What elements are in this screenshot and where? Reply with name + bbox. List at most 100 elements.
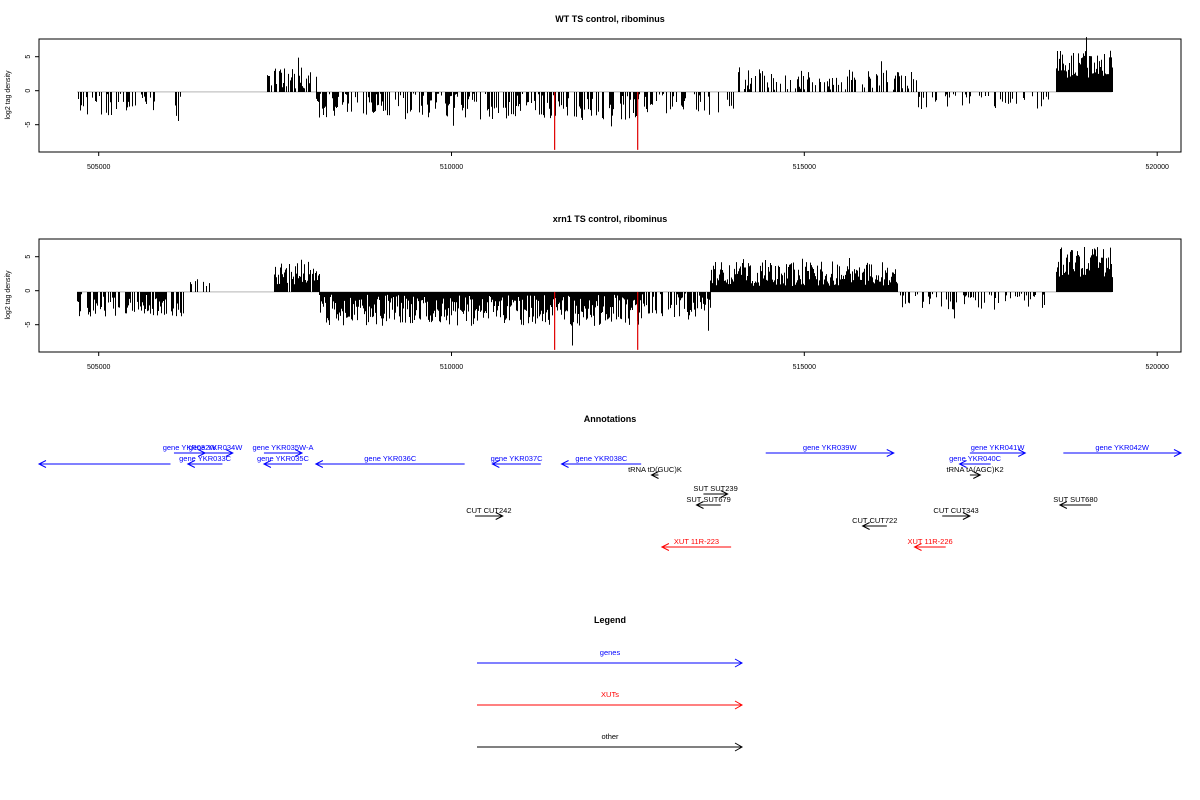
- wt-ytick-label: 0: [25, 89, 32, 93]
- annotation-label: gene YKR033C: [179, 454, 232, 463]
- annotation-feature: gene YKR038C: [560, 454, 642, 468]
- annotation-arrowhead: [560, 460, 569, 468]
- annotation-feature: CUT CUT242: [466, 506, 512, 520]
- annotation-arrowhead: [314, 460, 324, 468]
- wt-panel-title: WT TS control, ribominus: [555, 14, 665, 24]
- xrn1-x-axis: 505000 510000 515000 520000: [87, 352, 1169, 371]
- xrn1-bars: [77, 246, 1113, 350]
- annotation-feature: CUT CUT722: [852, 516, 897, 530]
- annotation-feature: XUT 11R-223: [660, 537, 732, 551]
- xrn1-ytick-label: 5: [25, 255, 32, 259]
- annotation-label: gene YKR036C: [364, 454, 417, 463]
- wt-xtick-label: 520000: [1146, 164, 1169, 171]
- legend-title: Legend: [594, 615, 626, 625]
- annotation-feature: gene YKR041W: [969, 443, 1027, 457]
- wt-plot-frame: [38, 38, 1182, 153]
- legend-panel: Legend genes XUTs other: [477, 615, 744, 752]
- annotation-feature: [37, 460, 171, 468]
- legend-other-label: other: [601, 732, 619, 741]
- annotation-label: CUT CUT343: [933, 506, 978, 515]
- legend-xuts-arrow: [477, 700, 744, 710]
- annotation-feature: tRNA tD(GUC)K: [628, 465, 682, 479]
- annotation-label: XUT 11R-223: [674, 537, 719, 546]
- annotation-label: CUT CUT242: [466, 506, 511, 515]
- annotation-label: XUT 11R-226: [908, 537, 953, 546]
- annotation-feature: tRNA tA(AGC)K2: [947, 465, 1004, 479]
- annotation-label: gene YKR040C: [949, 454, 1002, 463]
- annotation-feature: CUT CUT343: [933, 506, 979, 520]
- annotation-feature: XUT 11R-226: [908, 537, 953, 551]
- annotation-arrowhead: [186, 460, 196, 468]
- annotation-feature: gene YKR039W: [765, 443, 895, 457]
- wt-x-axis: 505000 510000 515000 520000: [87, 152, 1169, 171]
- annotation-feature: gene YKR040C: [949, 454, 1002, 468]
- annotation-label: gene YKR038C: [575, 454, 628, 463]
- annotation-arrowhead: [1173, 449, 1183, 457]
- xrn1-y-axis: -5 0 5: [25, 255, 39, 328]
- xrn1-xtick-label: 520000: [1146, 364, 1169, 371]
- annotation-arrowhead: [962, 512, 972, 520]
- annotation-arrowhead: [1058, 501, 1068, 509]
- annotation-feature: gene YKR033C: [179, 454, 232, 468]
- annotation-label: gene YKR035C: [257, 454, 310, 463]
- annotation-arrowhead: [491, 460, 500, 468]
- xrn1-xtick-label: 515000: [793, 364, 816, 371]
- legend-genes-arrow: [477, 658, 744, 668]
- legend-genes-label: genes: [600, 648, 621, 657]
- xrn1-panel-title: xrn1 TS control, ribominus: [553, 214, 668, 224]
- annotation-label: gene YKR034W: [189, 443, 244, 452]
- annotations-title: Annotations: [584, 414, 637, 424]
- annotation-arrowhead: [262, 460, 272, 468]
- annotation-arrowhead: [294, 449, 304, 457]
- wt-bars: [77, 37, 1113, 150]
- annotation-arrowhead: [695, 501, 704, 509]
- annotation-feature: gene YKR034W: [189, 443, 244, 457]
- annotation-feature: SUT SUT680: [1053, 495, 1098, 509]
- annotation-arrowhead: [861, 522, 870, 530]
- annotation-arrowhead: [958, 460, 967, 468]
- annotation-label: gene YKR042W: [1095, 443, 1150, 452]
- annotation-label: tRNA tA(AGC)K2: [947, 465, 1004, 474]
- wt-ytick-label: -5: [25, 121, 32, 127]
- annotation-feature: gene YKR036C: [314, 454, 465, 468]
- annotation-arrowhead: [720, 490, 729, 498]
- annotation-arrowhead: [225, 449, 234, 457]
- annotation-label: gene YKR037C: [491, 454, 544, 463]
- annotation-label: gene YKR032W: [163, 443, 218, 452]
- annotation-label: tRNA tD(GUC)K: [628, 465, 682, 474]
- annotation-arrowhead: [886, 449, 895, 457]
- annotation-arrowhead: [913, 543, 922, 551]
- xrn1-density-panel: xrn1 TS control, ribominus log2 tag dens…: [5, 214, 1182, 371]
- wt-xtick-label: 505000: [87, 164, 110, 171]
- annotation-feature: SUT SUT679: [686, 495, 731, 509]
- annotation-label: gene YKR041W: [971, 443, 1026, 452]
- annotation-feature: gene YKR035C: [257, 454, 310, 468]
- wt-xtick-label: 515000: [793, 164, 816, 171]
- annotation-arrowhead: [37, 460, 47, 468]
- xrn1-ytick-label: 0: [25, 289, 32, 293]
- annotation-arrowhead: [660, 543, 670, 551]
- annotation-label: CUT CUT722: [852, 516, 897, 525]
- annotation-label: gene YKR039W: [803, 443, 858, 452]
- xrn1-plot-frame: [38, 238, 1182, 353]
- annotation-arrowhead: [650, 471, 659, 479]
- annotation-feature: gene YKR037C: [491, 454, 544, 468]
- legend-xuts-label: XUTs: [601, 690, 619, 699]
- annotation-label: SUT SUT239: [693, 484, 737, 493]
- wt-y-axis-label: log2 tag density: [5, 70, 12, 120]
- xrn1-xtick-label: 510000: [440, 364, 463, 371]
- xrn1-y-axis-label: log2 tag density: [5, 270, 12, 320]
- annotation-feature: SUT SUT239: [693, 484, 738, 498]
- wt-xtick-label: 510000: [440, 164, 463, 171]
- annotation-feature: gene YKR042W: [1063, 443, 1183, 457]
- xrn1-xtick-label: 505000: [87, 364, 110, 371]
- annotation-label: gene YKR035W-A: [252, 443, 313, 452]
- wt-ytick-label: 5: [25, 55, 32, 59]
- wt-y-axis: -5 0 5: [25, 55, 39, 128]
- annotation-label: SUT SUT680: [1053, 495, 1097, 504]
- xrn1-ytick-label: -5: [25, 321, 32, 327]
- legend-other-arrow: [477, 742, 744, 752]
